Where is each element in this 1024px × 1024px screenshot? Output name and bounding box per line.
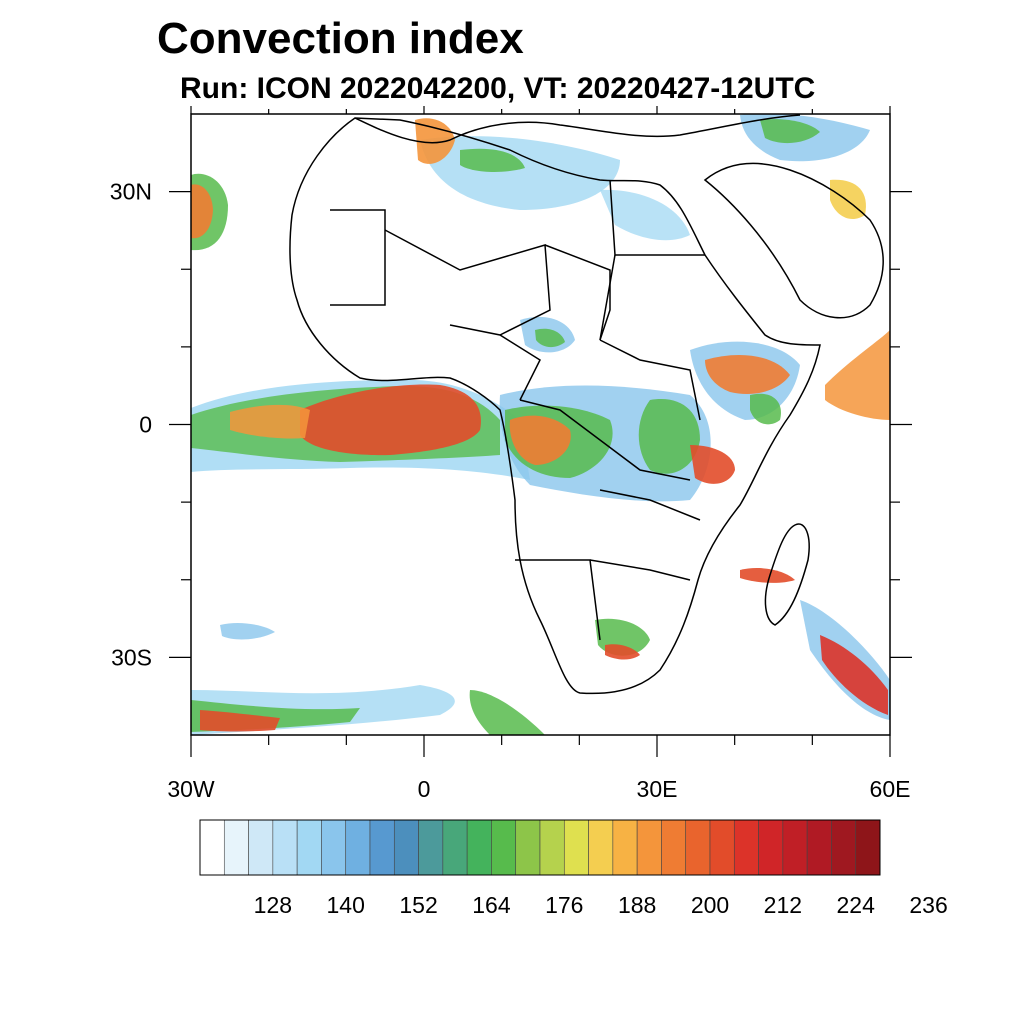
colorbar-swatch	[563, 819, 589, 876]
arabia-coastline	[703, 162, 884, 319]
convection-indian-ocean	[825, 330, 890, 420]
convection-band-orange	[230, 404, 310, 439]
convection-congo-red	[509, 415, 571, 465]
colorbar-swatch	[806, 819, 832, 876]
colorbar-swatch	[321, 819, 347, 876]
colorbar-label: 188	[618, 892, 656, 918]
colorbar-swatch	[855, 819, 881, 876]
colorbar-label: 212	[764, 892, 802, 918]
map-title: Convection index	[157, 14, 524, 63]
colorbar-swatch	[393, 819, 419, 876]
europe-coastline	[354, 114, 801, 144]
x-tick-label: 30W	[167, 776, 215, 802]
convection-gulf	[830, 179, 866, 220]
colorbar-swatch	[588, 819, 614, 876]
colorbar-swatch	[199, 819, 225, 876]
colorbar: 128 140 152 164 176 188 200 212 224 236	[199, 819, 948, 918]
colorbar-label: 152	[399, 892, 437, 918]
colorbar-swatch	[296, 819, 322, 876]
convection-field	[191, 114, 890, 735]
axis-tick-labels: 30W 0 30E 60E 30N 0 30S	[110, 179, 911, 802]
colorbar-swatch	[758, 819, 784, 876]
x-tick-label: 0	[418, 776, 431, 802]
convection-egypt	[600, 189, 690, 241]
axis-ticks	[169, 106, 912, 757]
convection-moz-channel	[740, 568, 795, 583]
colorbar-label: 140	[327, 892, 365, 918]
colorbar-swatch	[782, 819, 808, 876]
map-subtitle: Run: ICON 2022042200, VT: 20220427-12UTC	[180, 72, 816, 105]
colorbar-swatch	[442, 819, 468, 876]
coastlines	[289, 114, 884, 695]
y-tick-label: 30N	[110, 179, 152, 205]
convection-tanzania-red	[690, 445, 735, 484]
colorbar-swatch	[612, 819, 638, 876]
convection-med-orange	[415, 118, 455, 164]
border-south-3	[599, 489, 701, 521]
border-central-1	[544, 244, 611, 341]
convection-westsahara-red	[191, 184, 213, 239]
colorbar-swatch	[709, 819, 735, 876]
colorbar-swatch	[539, 819, 565, 876]
colorbar-label: 128	[254, 892, 292, 918]
convection-small-patch	[220, 622, 275, 640]
colorbar-label: 236	[909, 892, 947, 918]
convection-turkey-core	[760, 119, 820, 144]
colorbar-swatch	[248, 819, 274, 876]
x-tick-label: 60E	[870, 776, 911, 802]
colorbar-swatch	[515, 819, 541, 876]
border-central-2	[449, 324, 541, 401]
colorbar-swatch	[345, 819, 371, 876]
x-tick-label: 30E	[637, 776, 678, 802]
africa-coastline	[289, 117, 821, 695]
colorbar-swatch	[733, 819, 759, 876]
convection-south-atlantic-east	[469, 690, 545, 735]
colorbar-swatch	[418, 819, 444, 876]
border-central-3	[599, 339, 701, 421]
border-south-2	[589, 559, 691, 581]
convection-horn-red	[705, 355, 790, 395]
colorbar-swatch	[636, 819, 662, 876]
border-west-1	[330, 209, 386, 306]
colorbar-swatch	[661, 819, 687, 876]
colorbar-swatch	[685, 819, 711, 876]
colorbar-label: 164	[472, 892, 511, 918]
colorbar-label: 176	[545, 892, 583, 918]
border-sudan	[599, 254, 616, 341]
convection-madagascar-red	[820, 635, 888, 715]
convection-sa-east-red	[605, 644, 640, 660]
y-tick-label: 30S	[111, 644, 152, 670]
y-tick-label: 0	[139, 412, 152, 438]
convection-somalia	[750, 393, 781, 425]
colorbar-frame	[199, 819, 881, 876]
colorbar-label: 224	[837, 892, 876, 918]
border-central-4	[519, 399, 691, 481]
colorbar-swatch	[831, 819, 857, 876]
convection-med-green	[460, 148, 525, 172]
madagascar-coastline	[764, 523, 810, 626]
colorbar-swatch	[491, 819, 517, 876]
convection-band-red	[300, 384, 481, 456]
convection-great-lakes	[638, 399, 700, 474]
colorbar-label: 200	[691, 892, 729, 918]
colorbar-swatch	[466, 819, 492, 876]
convection-south-atlantic-red	[200, 710, 280, 732]
colorbar-swatch	[223, 819, 249, 876]
colorbar-swatch	[369, 819, 395, 876]
convection-sahel-core	[535, 328, 565, 348]
colorbar-swatch	[272, 819, 298, 876]
border-south-1	[515, 559, 601, 641]
